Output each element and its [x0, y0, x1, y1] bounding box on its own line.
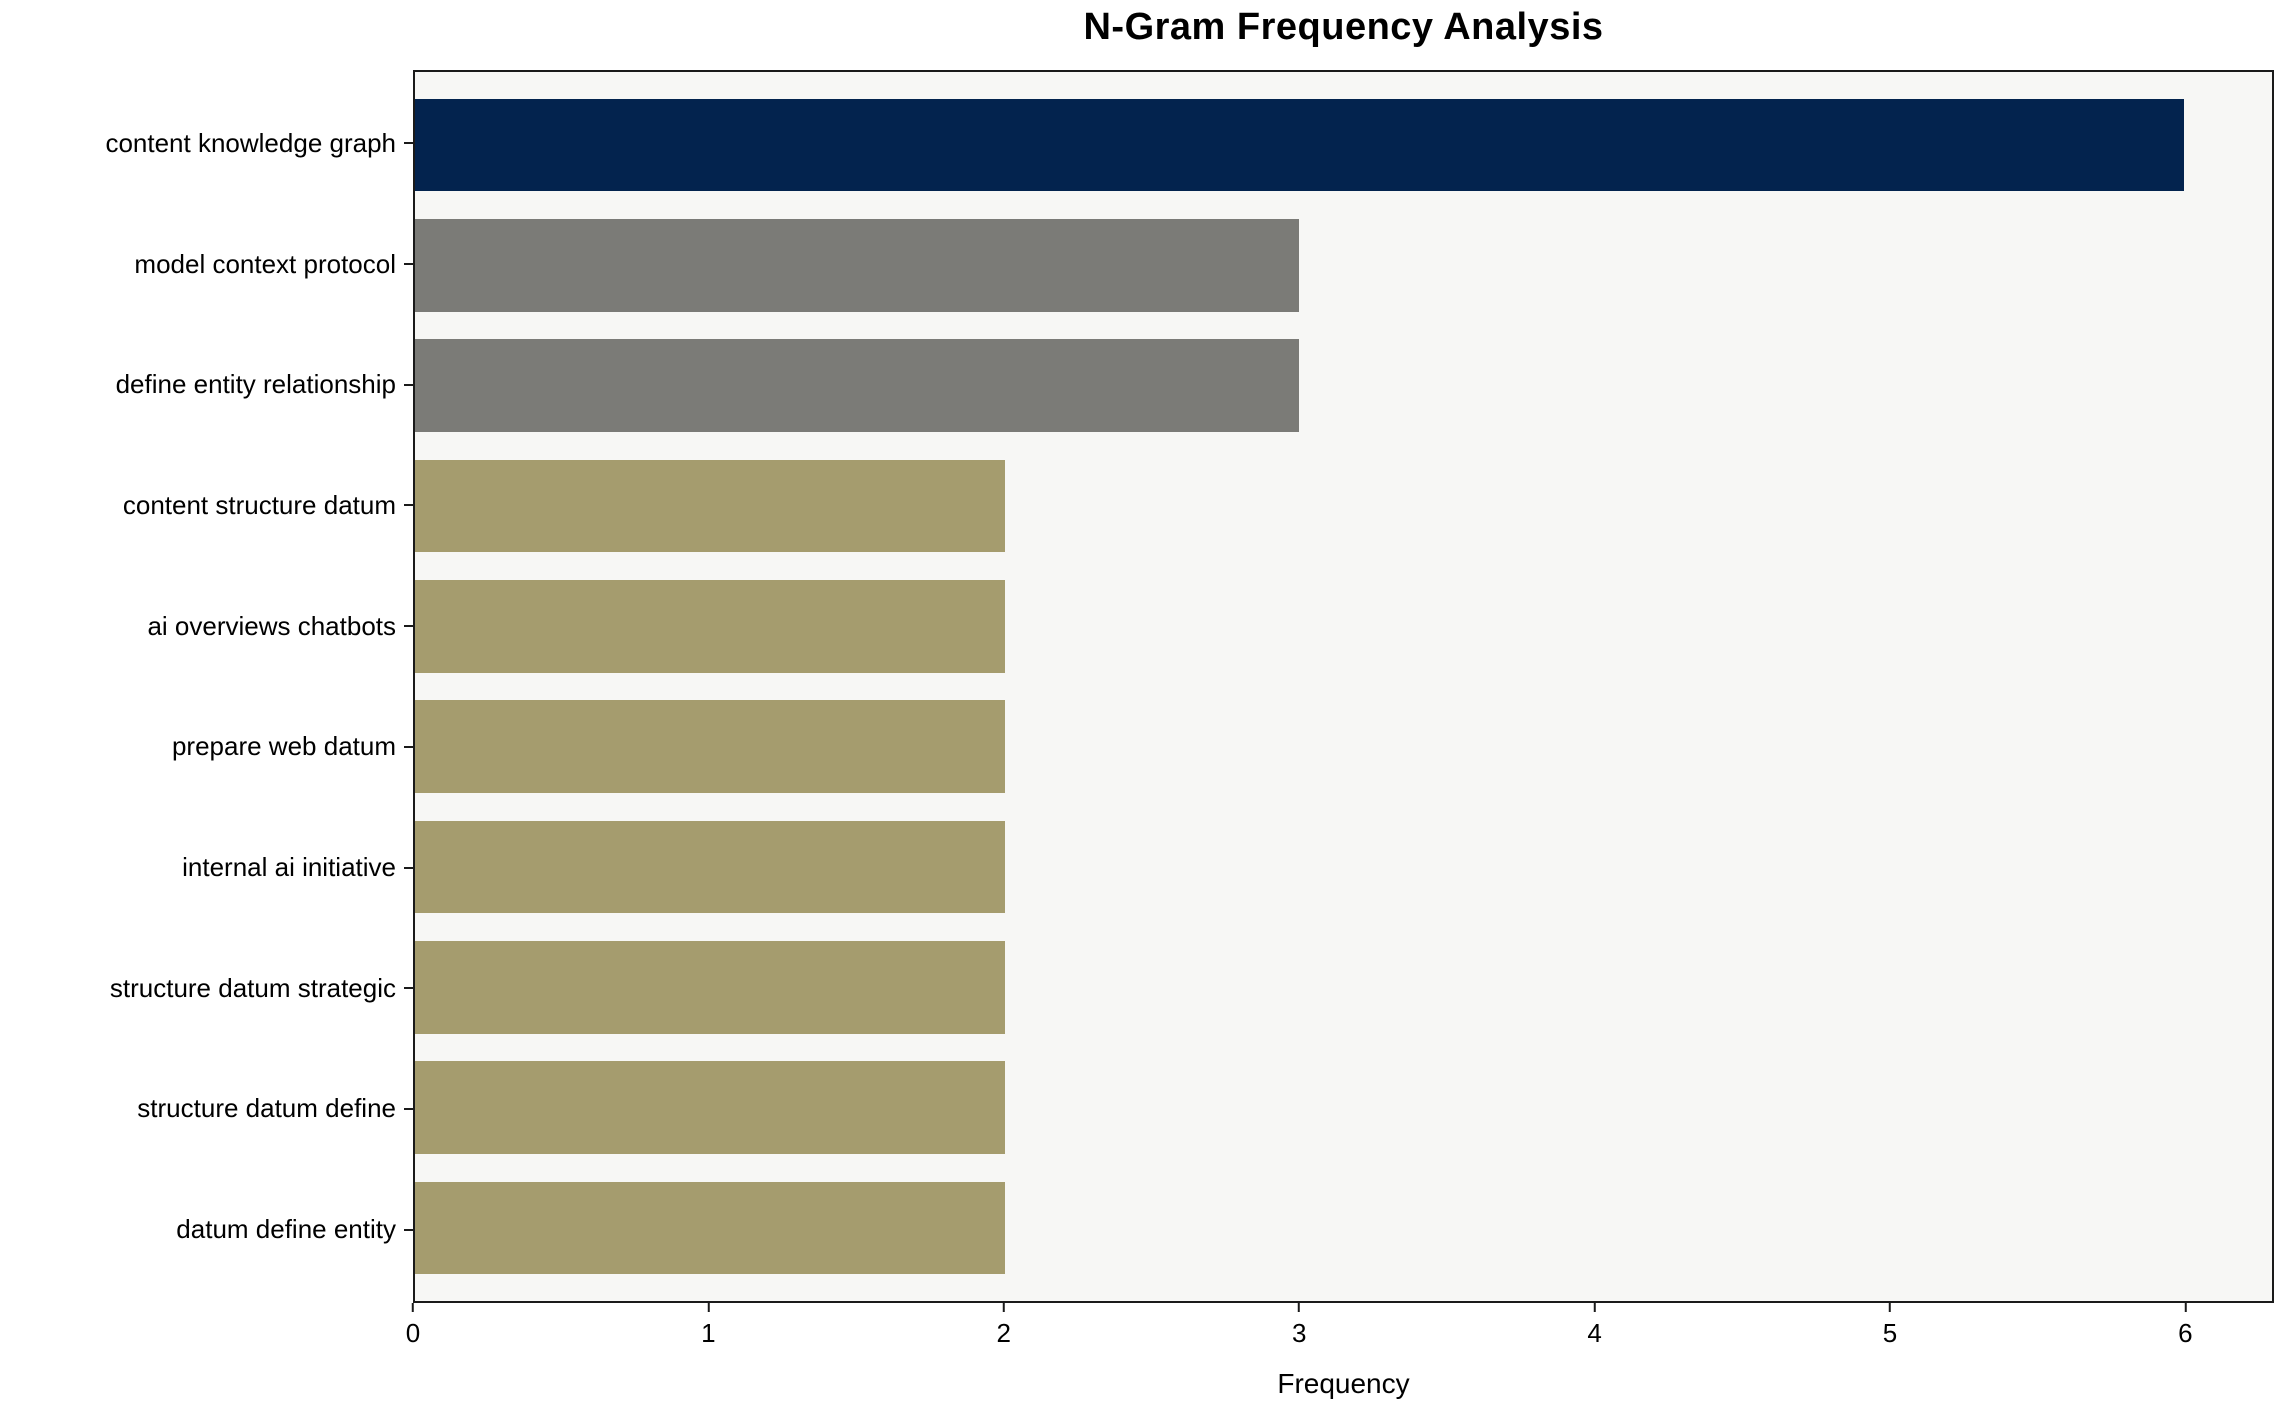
x-tick: 0 — [406, 1303, 420, 1349]
y-axis-label: structure datum define — [137, 1093, 396, 1124]
x-tick-mark — [707, 1303, 710, 1312]
bar — [415, 98, 2184, 192]
y-tick-mark — [404, 1107, 413, 1110]
plot-area — [413, 70, 2274, 1303]
bar-row — [415, 205, 2272, 325]
y-tick-mark — [404, 504, 413, 507]
y-axis-label: define entity relationship — [115, 369, 396, 400]
x-tick: 6 — [2178, 1303, 2193, 1349]
x-tick-label: 4 — [1587, 1318, 1602, 1348]
x-tick-mark — [1002, 1303, 1005, 1312]
x-tick-mark — [1888, 1303, 1891, 1312]
y-tick-mark — [404, 263, 413, 266]
y-axis-row: datum define entity — [0, 1169, 413, 1290]
y-tick-mark — [404, 866, 413, 869]
y-axis-row: content structure datum — [0, 445, 413, 566]
y-axis-labels: content knowledge graph model context pro… — [0, 70, 413, 1303]
y-axis-row: internal ai initiative — [0, 807, 413, 928]
x-tick-label: 5 — [1882, 1318, 1898, 1348]
bar-row — [415, 807, 2272, 927]
bar — [415, 820, 1005, 914]
bar-row — [415, 927, 2272, 1047]
x-tick: 5 — [1883, 1303, 1897, 1349]
bar — [415, 580, 1005, 673]
y-axis-label: internal ai initiative — [182, 852, 396, 883]
y-tick-mark — [404, 745, 413, 748]
y-axis-row: define entity relationship — [0, 324, 413, 445]
y-tick-mark — [404, 1228, 413, 1231]
y-tick-mark — [404, 987, 413, 990]
bar — [415, 339, 1300, 433]
x-tick: 1 — [701, 1303, 716, 1349]
y-axis-label: structure datum strategic — [109, 972, 396, 1003]
x-tick-mark — [412, 1303, 414, 1312]
y-axis-label: model context protocol — [134, 248, 396, 279]
x-axis-ticks: 0 1 2 3 4 5 6 — [406, 1303, 2274, 1367]
y-axis-label: datum define entity — [176, 1214, 396, 1245]
y-axis-row: ai overviews chatbots — [0, 566, 413, 687]
bar — [415, 1061, 1005, 1154]
x-tick-label: 6 — [2178, 1318, 2193, 1348]
y-tick-mark — [404, 142, 413, 145]
x-tick-label: 0 — [405, 1318, 421, 1348]
x-tick: 4 — [1587, 1303, 1602, 1349]
y-axis-label: content structure datum — [122, 489, 396, 520]
y-tick-mark — [404, 383, 413, 386]
bar — [415, 940, 1005, 1034]
bars — [415, 72, 2272, 1301]
bar-row — [415, 1168, 2272, 1288]
x-axis-title: Frequency — [1277, 1368, 1410, 1399]
bar — [415, 459, 1005, 553]
bar-row — [415, 566, 2272, 686]
y-axis-label: ai overviews chatbots — [147, 610, 396, 641]
y-axis-row: prepare web datum — [0, 687, 413, 808]
bar-row — [415, 446, 2272, 566]
y-axis-row: structure datum define — [0, 1049, 413, 1170]
bar — [415, 219, 1300, 312]
x-tick-label: 1 — [701, 1318, 716, 1348]
y-axis-row: content knowledge graph — [0, 83, 413, 204]
x-tick: 3 — [1292, 1303, 1306, 1349]
bar — [415, 700, 1005, 793]
y-axis-label: prepare web datum — [171, 731, 396, 762]
bar — [415, 1181, 1005, 1275]
bar-row — [415, 686, 2272, 806]
x-tick: 2 — [997, 1303, 1011, 1349]
bar-row — [415, 1047, 2272, 1167]
x-tick-mark — [1298, 1303, 1301, 1312]
x-tick-label: 3 — [1291, 1318, 1307, 1348]
y-axis-row: model context protocol — [0, 204, 413, 325]
bar-row — [415, 85, 2272, 205]
y-tick-mark — [404, 625, 413, 628]
y-axis-label: content knowledge graph — [105, 127, 396, 158]
x-tick-mark — [2184, 1303, 2187, 1312]
x-tick-mark — [1593, 1303, 1596, 1312]
bar-row — [415, 326, 2272, 446]
x-tick-label: 2 — [996, 1318, 1012, 1348]
y-axis-row: structure datum strategic — [0, 928, 413, 1049]
chart-title: N-Gram Frequency Analysis — [1083, 6, 1604, 48]
